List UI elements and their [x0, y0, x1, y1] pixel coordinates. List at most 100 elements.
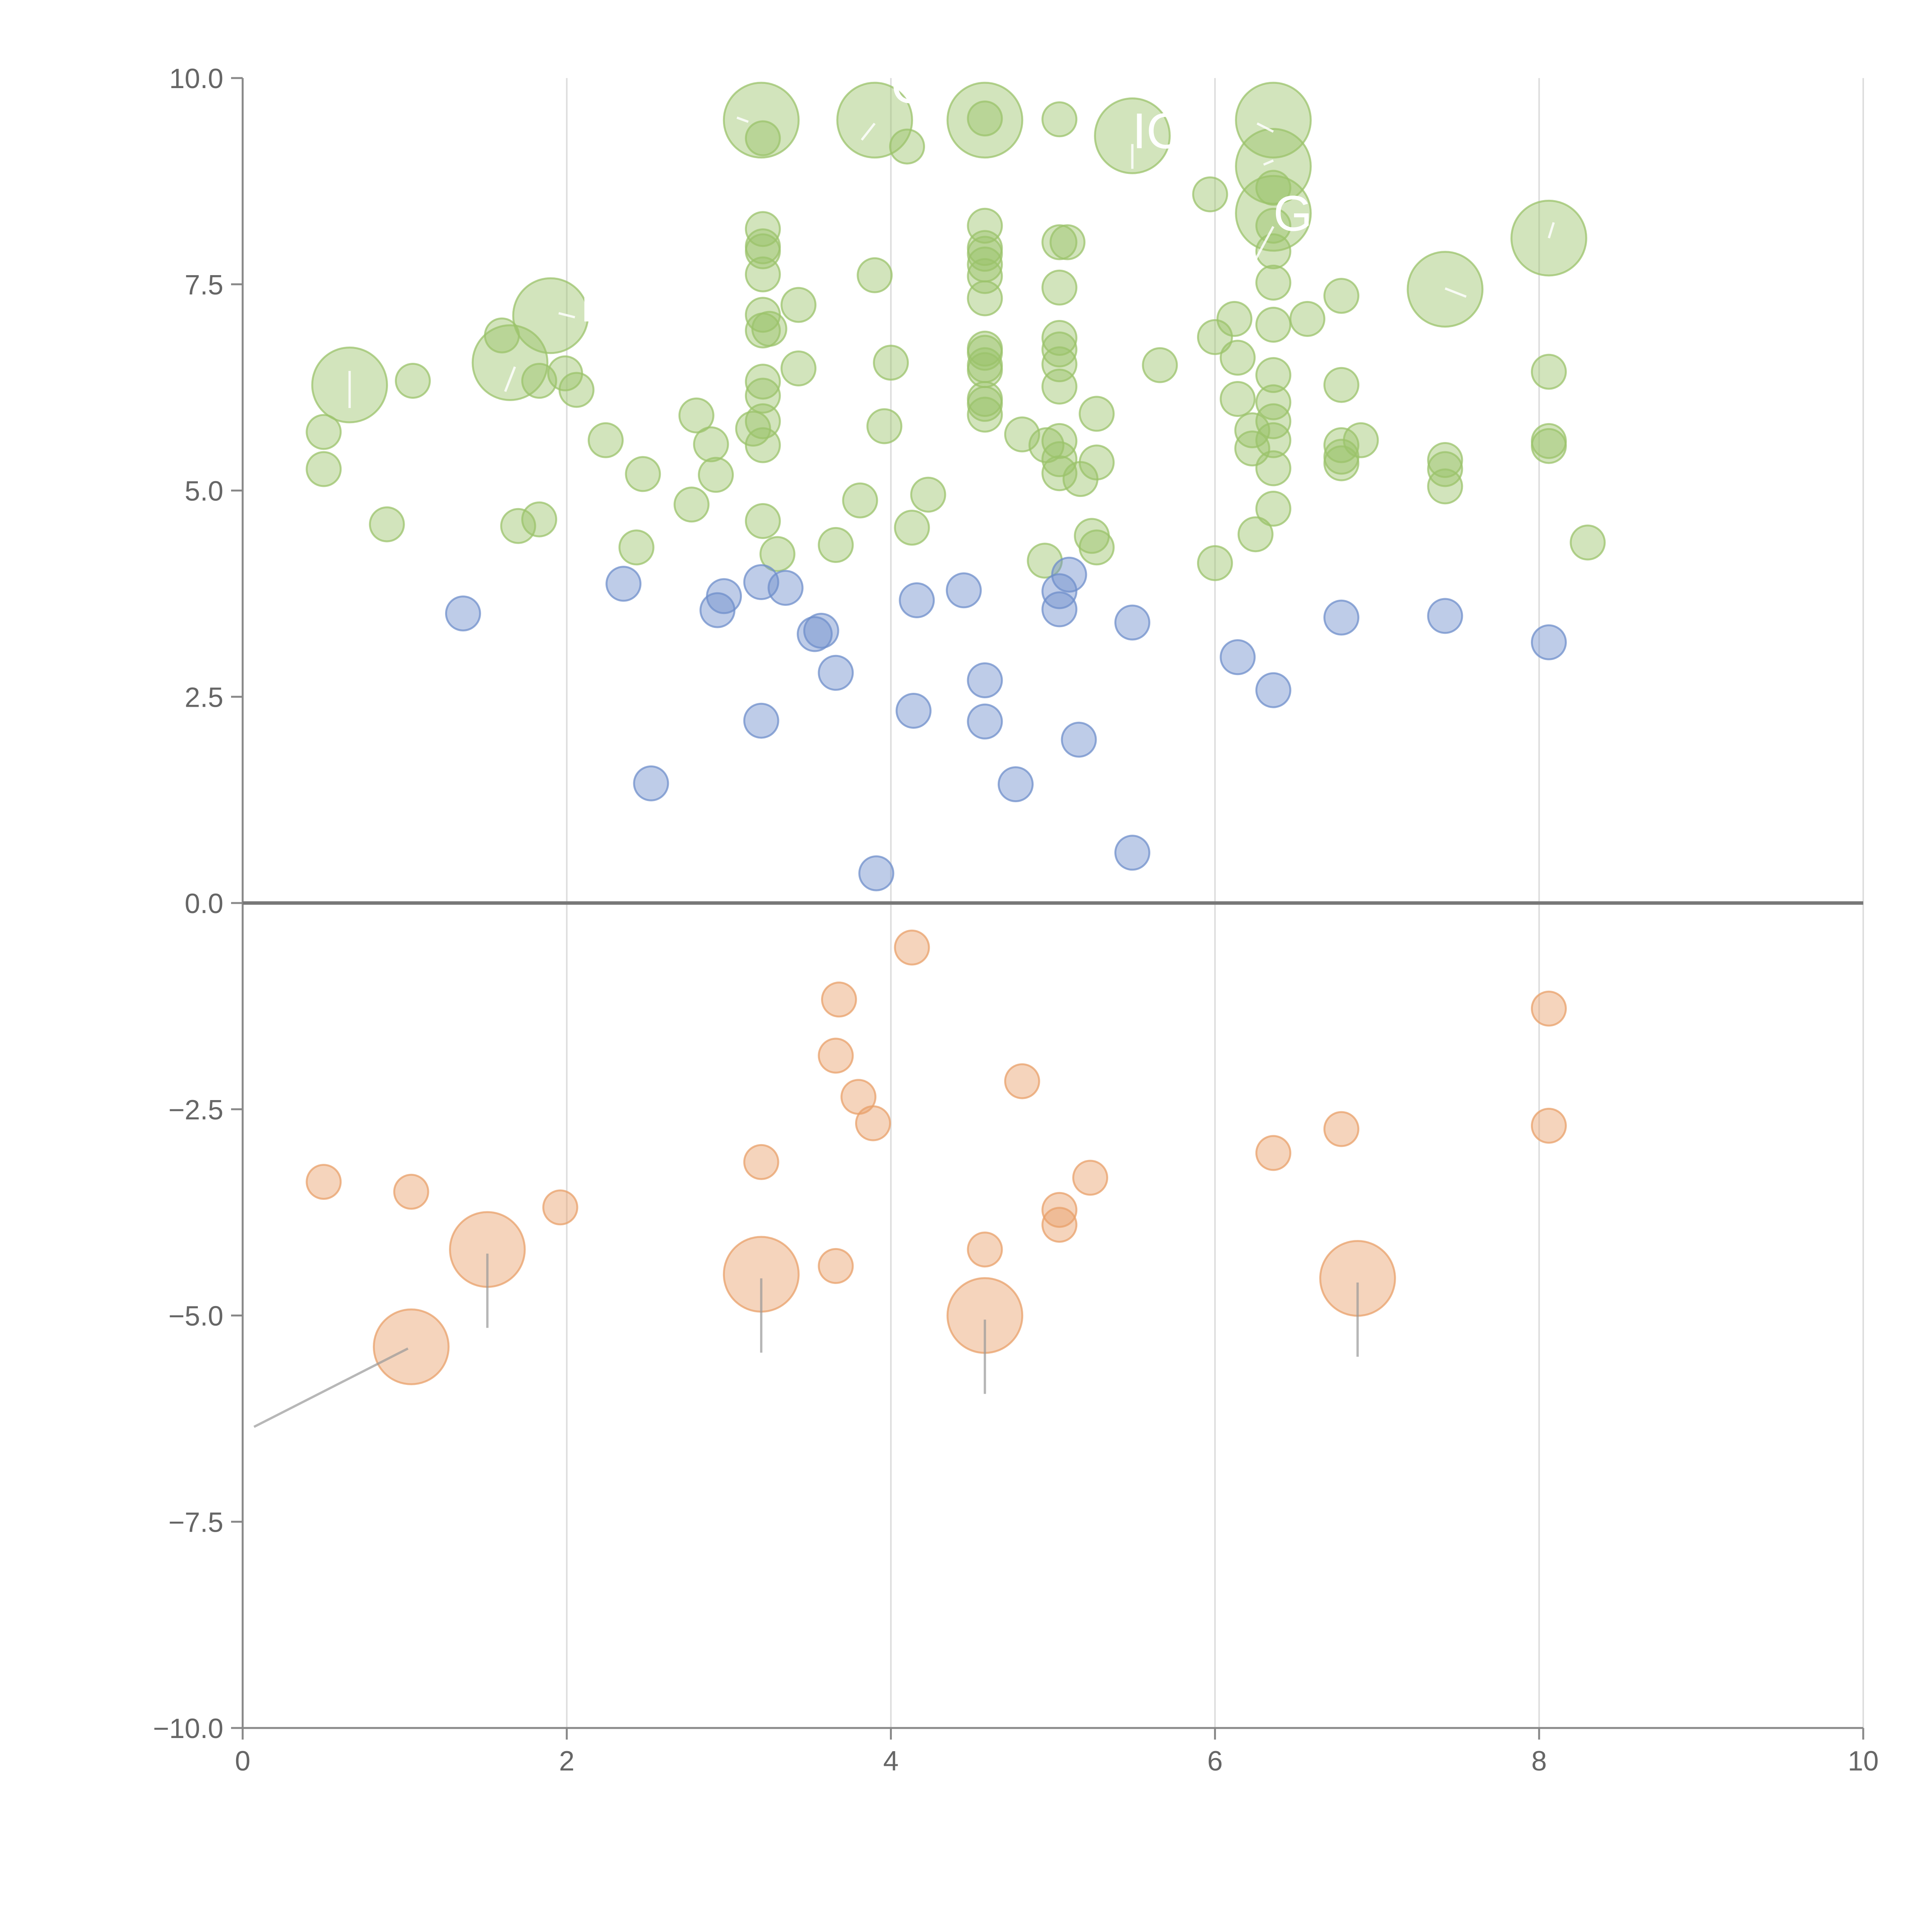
green-bubble	[1041, 269, 1078, 306]
blue-bubble	[743, 702, 779, 739]
data-marks	[306, 82, 1606, 1385]
orange-bubble	[1004, 1063, 1040, 1099]
green-bubble	[873, 345, 909, 381]
orange-bubble	[818, 1037, 854, 1074]
annotation-leader-line	[1263, 159, 1274, 166]
blue-bubble	[1427, 598, 1463, 634]
blue-bubble	[706, 578, 742, 614]
y-tick-label: 2.5	[185, 682, 223, 713]
orange-bubble	[542, 1189, 578, 1226]
green-bubble	[698, 457, 734, 493]
green-bubble	[1041, 320, 1078, 356]
green-bubble	[910, 476, 946, 513]
orange-bubble	[372, 1308, 450, 1385]
blue-bubble	[1255, 672, 1291, 708]
blue-bubble	[1061, 721, 1097, 758]
green-bubble	[1041, 101, 1078, 138]
green-bubble	[1235, 175, 1312, 252]
green-bubble	[894, 510, 930, 546]
green-bubble	[1041, 423, 1078, 459]
annotations: CP IC G I	[580, 57, 1312, 332]
orange-bubble	[1531, 990, 1567, 1027]
green-bubble	[1094, 97, 1171, 174]
annotation-leader-line	[861, 122, 876, 141]
green-bubble	[1041, 224, 1078, 260]
orange-bubble	[1041, 1192, 1078, 1228]
x-tick-label: 10	[1848, 1746, 1879, 1777]
green-bubble	[1255, 403, 1291, 439]
green-bubble	[1041, 331, 1078, 367]
green-bubble	[967, 280, 1003, 316]
green-bubble	[1041, 455, 1078, 492]
green-bubble	[1323, 367, 1359, 403]
blue-bubble	[767, 570, 804, 606]
blue-bubble	[967, 662, 1003, 699]
x-tick-label: 4	[883, 1746, 899, 1777]
green-bubble	[1004, 416, 1040, 452]
blue-bubble	[818, 655, 854, 691]
x-tick-label: 8	[1531, 1746, 1547, 1777]
blue-bubble	[605, 566, 642, 602]
green-bubble	[889, 128, 925, 165]
green-bubble	[1235, 128, 1312, 205]
blue-bubble	[858, 855, 895, 891]
annotation-leader-line	[504, 366, 516, 392]
green-bubble	[1255, 170, 1291, 206]
green-bubble	[500, 508, 536, 544]
blue-bubble	[946, 572, 982, 609]
annotation-leader-line	[558, 312, 575, 319]
annotation-leader-line	[1254, 226, 1275, 260]
green-bubble	[745, 378, 781, 414]
green-bubble	[673, 486, 710, 523]
orange-bubble	[1041, 1207, 1078, 1243]
y-tick-label: −2.5	[168, 1095, 223, 1126]
x-tick-label: 2	[559, 1746, 575, 1777]
green-bubble	[471, 324, 549, 401]
green-bubble	[1192, 176, 1228, 213]
orange-bubble	[1531, 1107, 1567, 1144]
y-tick-label: 10.0	[169, 63, 223, 94]
green-bubble	[678, 397, 714, 434]
green-bubble	[1142, 347, 1178, 383]
annotation-leader-line	[736, 116, 749, 123]
blue-bubble	[1041, 573, 1078, 609]
blue-bubble	[1219, 639, 1256, 675]
green-bubble	[369, 506, 405, 543]
green-bubble	[306, 451, 342, 487]
green-bubble	[1234, 412, 1270, 449]
x-tick-label: 0	[235, 1746, 250, 1777]
green-bubble	[1219, 340, 1256, 376]
green-bubble	[836, 82, 913, 159]
blue-bubble	[998, 766, 1034, 803]
green-bubble	[967, 396, 1003, 433]
green-bubble	[1216, 301, 1253, 337]
annotation-leader-line	[1548, 222, 1555, 239]
orange-bubble	[1072, 1160, 1108, 1196]
annotation-label: I	[580, 276, 594, 332]
orange-bubble	[393, 1173, 429, 1210]
green-bubble	[745, 256, 781, 293]
y-tick-label: 5.0	[185, 476, 223, 507]
green-bubble	[395, 363, 431, 399]
green-bubble	[558, 372, 595, 408]
orange-bubble	[1323, 1111, 1359, 1147]
green-bubble	[1049, 224, 1086, 260]
orange-bubble	[818, 1248, 854, 1284]
green-bubble	[1078, 529, 1115, 566]
green-bubble	[1255, 357, 1291, 393]
y-tick-label: −5.0	[168, 1301, 223, 1332]
green-bubble	[1041, 369, 1078, 405]
green-bubble	[521, 501, 557, 537]
green-bubble	[818, 527, 854, 563]
green-bubble	[745, 120, 781, 156]
blue-bubble	[1114, 604, 1150, 641]
blue-bubble	[1323, 599, 1359, 636]
blue-bubble	[1114, 835, 1150, 871]
green-bubble	[512, 277, 589, 354]
orange-bubble	[821, 981, 857, 1018]
blue-bubble	[1041, 591, 1078, 628]
blue-bubble	[1531, 624, 1567, 660]
annotation-label: G	[1273, 185, 1312, 242]
green-bubble	[1323, 445, 1359, 481]
y-tick-label: −10.0	[153, 1713, 223, 1744]
